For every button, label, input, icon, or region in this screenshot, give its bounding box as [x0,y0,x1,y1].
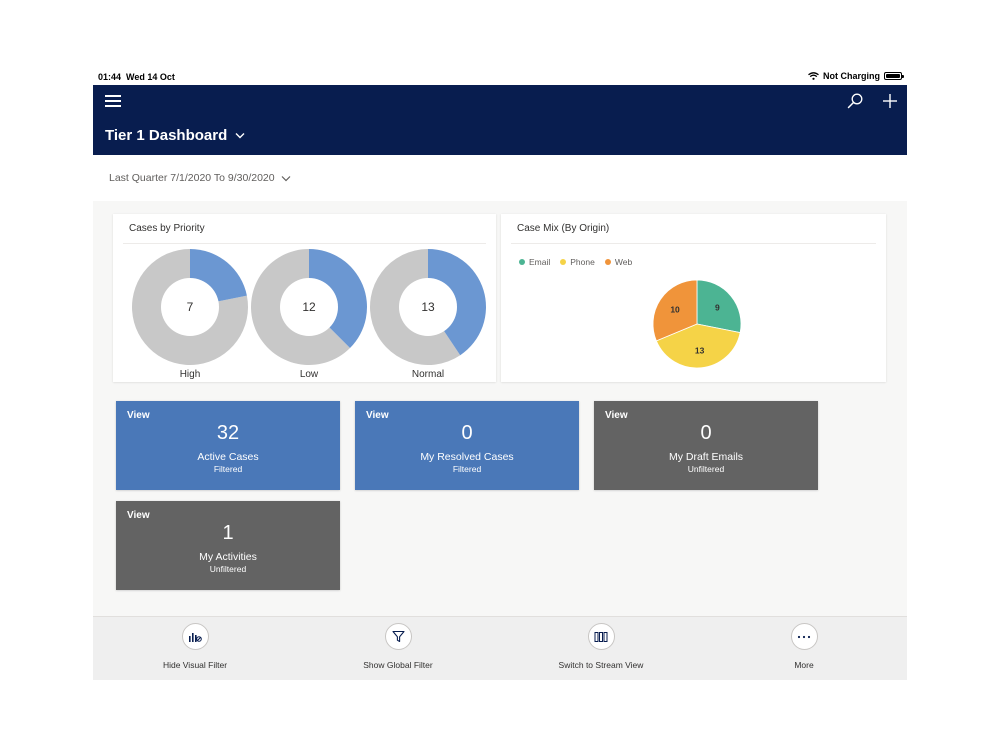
hamburger-menu-icon[interactable] [105,95,121,107]
date-filter[interactable]: Last Quarter 7/1/2020 To 9/30/2020 [109,172,291,184]
action-label: Hide Visual Filter [162,660,228,670]
date: Wed 14 Oct [126,72,175,82]
priority-card: Cases by Priority 7 High 12 Low 13 Normal [113,214,496,382]
tile-count: 1 [222,522,234,544]
donut-category-label: Low [300,369,319,380]
tile-my-resolved-cases[interactable]: View 0 My Resolved Cases Filtered [355,401,579,490]
app-header: Tier 1 Dashboard [93,85,907,155]
status-bar: 01:44 Wed 14 Oct Not Charging [93,68,907,85]
divider [123,243,486,244]
legend-label: Email [529,257,551,267]
chevron-down-icon [235,133,245,139]
add-icon[interactable] [881,92,899,110]
legend-swatch [604,259,611,265]
visual-filter-icon [189,632,202,642]
donut-value-label: 12 [302,300,316,314]
chart-legend: Email Phone Web [519,257,632,267]
action-icon-circle [790,623,818,650]
action-label: More [794,660,814,670]
tile-label: My Resolved Cases [420,451,514,463]
card-title: Cases by Priority [129,223,205,234]
legend-item-phone[interactable]: Phone [560,257,595,267]
page-title: Tier 1 Dashboard [105,127,228,144]
legend-swatch [519,259,525,265]
date-filter-label: Last Quarter 7/1/2020 To 9/30/2020 [109,172,275,184]
legend-item-web[interactable]: Web [604,257,633,267]
action-icon-circle [587,623,615,650]
charging-status: Not Charging [823,71,880,81]
clock: 01:44 [98,72,122,82]
tile-filter-status: Filtered [213,464,243,474]
tile-filter-status: Unfiltered [687,464,725,474]
donut-value-label: 13 [421,300,435,314]
tile-count: 0 [461,422,473,444]
divider [511,243,876,244]
chevron-down-icon [281,175,291,181]
columns-icon [594,631,608,642]
tile-view-link[interactable]: View [127,410,150,421]
ipad-screen: 01:44 Wed 14 Oct Not Charging Tier 1 Das… [93,68,907,680]
action-label: Show Global Filter [363,660,433,670]
tile-label: My Activities [199,551,257,563]
hide-visual-filter-button[interactable]: Hide Visual Filter [125,623,265,670]
pie-data-label: 10 [670,304,680,314]
action-icon-circle [181,623,209,650]
wifi-icon [808,72,819,80]
funnel-icon [391,630,405,643]
donut-hole [399,278,457,336]
status-right: Not Charging [808,71,904,81]
tile-count: 32 [216,422,240,444]
legend-label: Web [614,257,633,267]
tile-active-cases[interactable]: View 32 Active Cases Filtered [116,401,340,490]
tile-view-link[interactable]: View [127,510,150,521]
priority-donut-chart[interactable]: 7 High 12 Low 13 Normal [113,214,496,382]
tile-my-draft-emails[interactable]: View 0 My Draft Emails Unfiltered [594,401,818,490]
action-label: Switch to Stream View [558,660,644,670]
legend-label: Phone [570,257,595,267]
legend-item-email[interactable]: Email [519,257,550,267]
donut-category-label: Normal [412,369,444,380]
tile-view-link[interactable]: View [366,410,389,421]
pie-slice-web[interactable] [652,279,698,342]
more-button[interactable]: More [734,623,874,670]
tile-view-link[interactable]: View [605,410,628,421]
action-icon-circle [384,623,412,650]
tile-filter-status: Filtered [452,464,482,474]
tile-my-activities[interactable]: View 1 My Activities Unfiltered [116,501,340,590]
pie-slice-email[interactable] [696,279,742,334]
donut-hole [280,278,338,336]
donut-value-label: 7 [187,300,194,314]
pie-slice-phone[interactable] [655,323,741,369]
switch-to-stream-view-button[interactable]: Switch to Stream View [531,623,671,670]
origin-pie-chart[interactable]: 9 13 10 [501,214,886,382]
pie-data-label: 9 [715,302,720,312]
dashboard-content: Cases by Priority 7 High 12 Low 13 Normal Cas… [93,201,907,616]
donut-hole [161,278,219,336]
origin-card: Case Mix (By Origin) Email Phone Web 9 13 10 [501,214,886,382]
show-global-filter-button[interactable]: Show Global Filter [328,623,468,670]
tile-count: 0 [700,422,712,444]
legend-swatch [560,259,567,265]
tile-label: Active Cases [197,451,259,463]
card-title: Case Mix (By Origin) [517,223,610,234]
donut-category-label: High [180,369,201,380]
dashboard-selector[interactable]: Tier 1 Dashboard [105,127,245,144]
command-bar: Hide Visual Filter Show Global Filter Sw… [93,616,907,680]
battery-icon [884,72,904,80]
donut-slice-low[interactable] [309,249,367,349]
tile-filter-status: Unfiltered [209,564,247,574]
status-time: 01:44 Wed 14 Oct [98,72,175,82]
more-icon [797,635,811,638]
tile-label: My Draft Emails [668,451,744,463]
pie-data-label: 13 [695,345,705,355]
search-icon[interactable] [847,93,863,109]
